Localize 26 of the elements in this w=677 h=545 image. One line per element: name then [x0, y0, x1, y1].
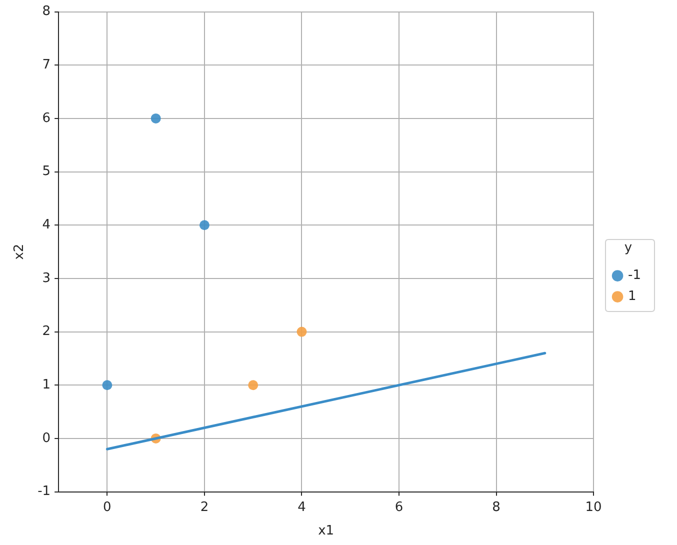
y-tick-label: 2 [42, 324, 51, 340]
point [150, 113, 161, 124]
point [296, 326, 307, 337]
x-tick-label: 10 [585, 500, 602, 515]
y-tick-label: 4 [42, 218, 51, 233]
x-tick-label: 4 [298, 500, 306, 515]
x-axis-title: x1 [318, 524, 334, 539]
x-tick-label: 0 [103, 500, 112, 515]
y-tick-label: 5 [42, 164, 51, 180]
legend-label: -1 [628, 268, 642, 284]
point [102, 380, 112, 390]
y-tick-label: 6 [42, 110, 51, 126]
x-tick-label: 6 [394, 500, 404, 515]
legend-title: y [624, 240, 632, 256]
y-tick-label: 7 [42, 58, 51, 73]
y-tick-label: 3 [42, 270, 51, 286]
x-tick-label: 2 [200, 500, 209, 515]
y-tick-label: -1 [38, 484, 51, 500]
y-axis-title: x2 [12, 244, 28, 260]
point [199, 220, 210, 230]
point [248, 380, 258, 390]
y-tick-label: 1 [42, 378, 51, 393]
legend-label: 1 [628, 289, 636, 304]
y-tick-label: 8 [42, 4, 51, 20]
x-tick-label: 8 [492, 500, 500, 515]
y-tick-label: 0 [42, 430, 51, 446]
